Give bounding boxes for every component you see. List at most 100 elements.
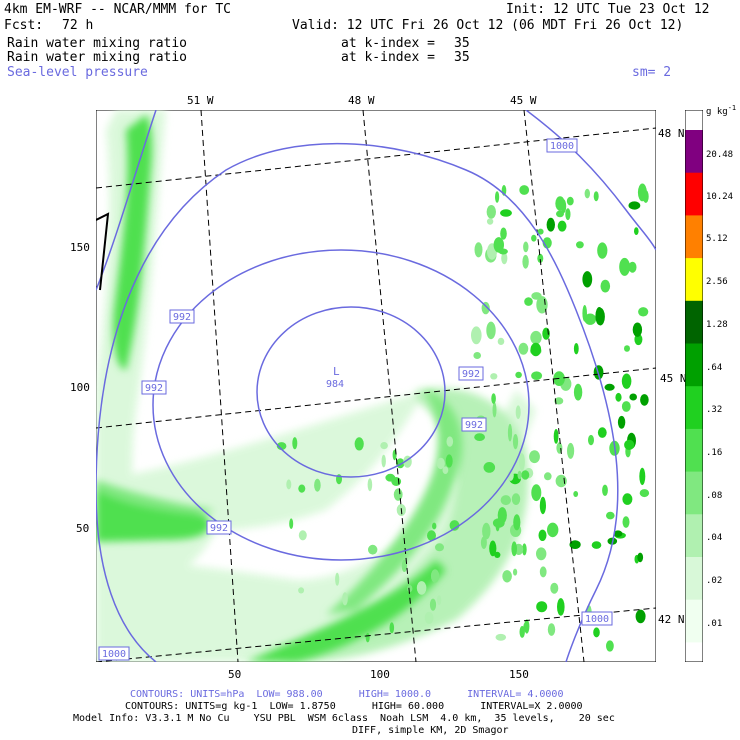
rain-cell bbox=[546, 217, 555, 232]
isobar-label: 992 bbox=[462, 369, 480, 380]
rain-cell bbox=[555, 474, 567, 488]
isobar-label: 1000 bbox=[102, 649, 126, 660]
rain-cell bbox=[584, 313, 597, 325]
isobar-label: 1000 bbox=[550, 141, 574, 152]
rain-cell bbox=[573, 343, 579, 355]
lon-label-51w: 51 W bbox=[187, 94, 214, 107]
rain-cell bbox=[639, 489, 650, 498]
rain-cell bbox=[621, 373, 632, 389]
rain-cell bbox=[613, 530, 623, 537]
x-tick-150: 150 bbox=[509, 668, 529, 681]
map-plot: 992 992 992 992 992 1000 1000 1000 L 984 bbox=[96, 110, 656, 662]
isobar-west bbox=[96, 110, 157, 291]
rain-cell bbox=[276, 442, 287, 451]
rain-cell bbox=[615, 392, 622, 402]
rain-cell bbox=[593, 191, 599, 202]
init-time: Init: 12 UTC Tue 23 Oct 12 bbox=[506, 2, 710, 17]
contours-rain: CONTOURS: UNITS=g kg-1 LOW= 1.8750 HIGH=… bbox=[125, 701, 583, 712]
rain-cell bbox=[519, 626, 525, 638]
field2-level-value: 35 bbox=[454, 50, 470, 65]
rain-cell bbox=[436, 595, 442, 606]
low-center-pressure: 984 bbox=[326, 379, 344, 390]
rain-cell bbox=[530, 330, 542, 345]
lat-label-48n: 48 N bbox=[658, 127, 685, 140]
rain-cell bbox=[600, 279, 611, 293]
rain-cell bbox=[314, 478, 321, 492]
rain-cell bbox=[547, 522, 559, 538]
rain-cell bbox=[427, 530, 436, 541]
field2-name: Rain water mixing ratio bbox=[7, 50, 188, 65]
rain-cell bbox=[606, 511, 615, 520]
rain-cell bbox=[292, 437, 298, 450]
isobar-label: 1000 bbox=[585, 614, 609, 625]
rain-cell bbox=[507, 469, 514, 481]
rain-cell bbox=[501, 252, 508, 265]
rain-cell bbox=[569, 540, 581, 549]
colorbar-cell bbox=[685, 172, 703, 216]
rain-cell bbox=[538, 529, 547, 541]
rain-cell bbox=[492, 518, 505, 528]
rain-cell bbox=[536, 547, 547, 561]
rain-cell bbox=[298, 587, 305, 594]
rain-cell bbox=[430, 569, 440, 583]
rain-cell bbox=[298, 530, 307, 541]
colorbar-cell bbox=[685, 428, 703, 473]
rain-cell bbox=[518, 342, 529, 355]
rain-cell bbox=[632, 322, 643, 337]
rain-cell bbox=[637, 183, 647, 202]
rain-cell bbox=[474, 433, 485, 441]
rain-cell bbox=[567, 442, 575, 459]
rain-cell bbox=[539, 496, 546, 515]
rain-cell bbox=[511, 541, 517, 557]
smoothing: sm= 2 bbox=[632, 65, 672, 80]
rain-cell bbox=[566, 196, 574, 206]
rain-cell bbox=[429, 598, 437, 611]
rain-cell bbox=[629, 393, 637, 401]
rain-cell bbox=[519, 453, 525, 471]
rain-cell bbox=[595, 307, 604, 325]
rain-cell bbox=[624, 345, 630, 352]
rain-cell bbox=[515, 405, 521, 420]
rain-cell bbox=[474, 242, 483, 258]
latlon-grid bbox=[96, 110, 656, 662]
rain-cell bbox=[495, 191, 500, 203]
rain-cell bbox=[531, 484, 542, 502]
colorbar-cell bbox=[685, 300, 703, 344]
rain-cell bbox=[449, 520, 460, 531]
rain-cell bbox=[531, 371, 543, 381]
rain-cell bbox=[628, 261, 637, 273]
rain-cell bbox=[544, 472, 552, 481]
isobar-992 bbox=[152, 249, 530, 561]
rain-cell bbox=[573, 383, 583, 401]
rain-cell bbox=[424, 611, 434, 624]
field1-level-value: 35 bbox=[454, 36, 470, 51]
rain-cell bbox=[622, 516, 630, 528]
y-tick-100: 100 bbox=[70, 381, 90, 394]
colorbar-cell bbox=[685, 514, 703, 558]
isobar-label: 992 bbox=[465, 420, 483, 431]
rain-cell bbox=[486, 205, 496, 219]
rain-cell bbox=[367, 478, 373, 492]
model-info: Model Info: V3.3.1 M No Cu YSU PBL WSM 6… bbox=[73, 713, 615, 724]
rain-cell bbox=[482, 522, 491, 540]
rain-cell bbox=[407, 585, 413, 593]
isobar-label: 992 bbox=[145, 383, 163, 394]
x-tick-50: 50 bbox=[228, 668, 242, 681]
rain-cell bbox=[619, 257, 630, 276]
rain-cell bbox=[519, 185, 530, 195]
rain-cell bbox=[521, 470, 530, 480]
rain-cell bbox=[445, 454, 453, 468]
colorbar-cell bbox=[685, 386, 703, 430]
rain-cell bbox=[555, 196, 565, 211]
isobars bbox=[96, 110, 656, 662]
rain-cell bbox=[522, 543, 527, 556]
convective-cells bbox=[276, 183, 650, 652]
colorbar-cell bbox=[685, 215, 703, 259]
colorbar-cell bbox=[685, 343, 703, 387]
rain-cell bbox=[523, 241, 529, 253]
forecast-hour: 72 h bbox=[62, 18, 94, 33]
rain-cell bbox=[637, 552, 644, 563]
rain-cell bbox=[513, 514, 521, 531]
colorbar-units: g kg-1 bbox=[706, 104, 737, 117]
rain-cell bbox=[442, 466, 449, 475]
